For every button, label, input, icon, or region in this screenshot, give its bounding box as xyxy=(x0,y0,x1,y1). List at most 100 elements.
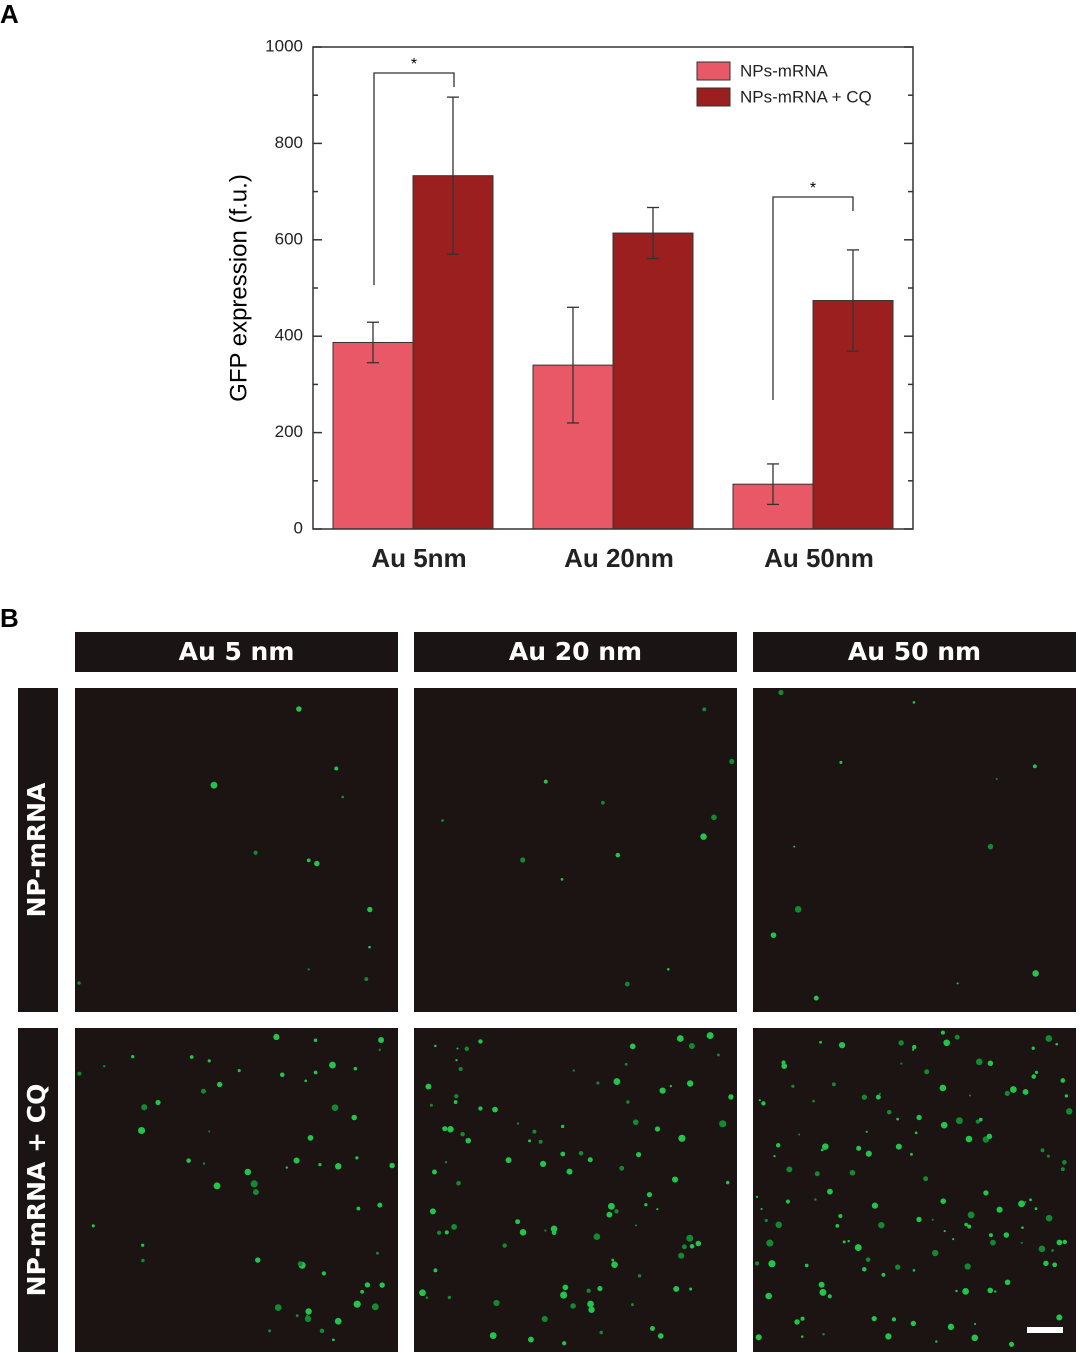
cell-spot xyxy=(305,1308,312,1315)
cell-spot xyxy=(659,1087,666,1094)
cell-spot xyxy=(1038,1245,1046,1253)
cell-spot xyxy=(210,781,218,789)
cell-spot xyxy=(987,1287,994,1294)
y-tick-label: 1000 xyxy=(265,36,303,55)
cell-spot xyxy=(669,1084,673,1088)
cell-spot xyxy=(1029,1198,1032,1202)
cell-spot xyxy=(775,1143,781,1148)
cell-spot xyxy=(671,1176,679,1183)
cell-spot xyxy=(560,878,564,881)
cell-spot xyxy=(447,1126,454,1133)
cell-spot xyxy=(878,1221,885,1229)
cell-spot xyxy=(943,1229,946,1233)
cell-spot xyxy=(1021,1226,1024,1229)
cell-spot xyxy=(216,1081,223,1088)
cell-spot xyxy=(593,1233,601,1241)
cell-spot xyxy=(562,1284,569,1291)
cell-spot xyxy=(964,1263,971,1270)
microscopy-image xyxy=(414,688,737,1012)
cell-spot xyxy=(940,1030,945,1035)
cell-spot xyxy=(456,1180,461,1186)
cell-spot xyxy=(1062,1160,1067,1165)
column-header: Au 50 nm xyxy=(848,637,981,666)
cell-spot xyxy=(492,1106,498,1113)
cell-spot xyxy=(560,1124,565,1129)
cell-spot xyxy=(978,1117,983,1122)
cell-spot xyxy=(786,1166,793,1173)
cell-spot xyxy=(865,1257,871,1262)
cell-spot xyxy=(636,1152,642,1158)
cell-spot xyxy=(967,1224,972,1229)
cell-spot xyxy=(729,758,735,765)
cell-spot xyxy=(332,1338,335,1342)
cell-spot xyxy=(964,1222,968,1227)
cell-spot xyxy=(770,932,777,938)
cell-spot xyxy=(544,1229,547,1232)
cell-spot xyxy=(444,1230,449,1235)
cell-spot xyxy=(940,1198,947,1204)
cell-spot xyxy=(527,1336,534,1343)
cell-spot xyxy=(818,1281,825,1288)
cell-spot xyxy=(916,1216,922,1223)
cell-spot xyxy=(597,1285,603,1292)
cell-spot xyxy=(954,1034,960,1040)
cell-spot xyxy=(768,1260,776,1268)
cell-spot xyxy=(1034,1207,1038,1211)
cell-spot xyxy=(274,1304,282,1312)
cell-spot xyxy=(940,1121,948,1129)
cell-spot xyxy=(793,845,796,848)
cell-spot xyxy=(586,1288,591,1293)
cell-spot xyxy=(794,906,802,913)
cell-spot xyxy=(986,1133,993,1140)
cell-spot xyxy=(1024,1200,1027,1203)
cell-spot xyxy=(634,1224,637,1227)
cell-spot xyxy=(1062,1239,1068,1245)
cell-spot xyxy=(1032,970,1039,977)
cell-spot xyxy=(794,1319,800,1325)
cell-spot xyxy=(932,1249,939,1257)
cell-spot xyxy=(861,1094,868,1100)
cell-spot xyxy=(429,1208,436,1215)
row-header: NP-mRNA + CQ xyxy=(22,1084,51,1297)
cell-spot xyxy=(688,1043,695,1050)
cell-spot xyxy=(719,1120,727,1128)
cell-spot xyxy=(939,1084,947,1092)
column-header-bg xyxy=(753,632,1076,672)
cell-spot xyxy=(854,1244,862,1252)
cell-spot xyxy=(351,1114,358,1121)
cell-spot xyxy=(1056,1314,1063,1321)
cell-spot xyxy=(200,1088,206,1094)
cell-spot xyxy=(601,800,605,805)
cell-spot xyxy=(766,1239,774,1247)
panel-label: A xyxy=(0,0,19,29)
cell-spot xyxy=(444,1160,448,1164)
cell-spot xyxy=(990,1239,996,1246)
cell-spot xyxy=(295,1314,299,1318)
cell-spot xyxy=(364,977,369,982)
cell-spot xyxy=(935,1340,938,1343)
cell-spot xyxy=(566,1168,573,1175)
cell-spot xyxy=(538,1139,543,1144)
cell-spot xyxy=(588,1306,595,1313)
cell-spot xyxy=(355,1156,359,1160)
cell-spot xyxy=(453,1100,458,1104)
cell-spot xyxy=(293,1157,300,1164)
cell-spot xyxy=(914,1131,918,1135)
cell-spot xyxy=(955,1117,963,1125)
cell-spot xyxy=(895,1264,901,1270)
legend-swatch xyxy=(696,61,731,81)
cell-spot xyxy=(820,1148,824,1152)
scale-bar xyxy=(1027,1327,1063,1333)
cell-spot xyxy=(785,1199,790,1204)
cell-spot xyxy=(781,1060,786,1065)
row-header-bg xyxy=(18,1028,58,1352)
cell-spot xyxy=(822,1332,825,1336)
cell-spot xyxy=(952,1238,955,1241)
cell-spot xyxy=(689,1244,695,1249)
cell-spot xyxy=(827,1188,833,1195)
error-bar xyxy=(647,206,659,260)
cell-spot xyxy=(676,1035,684,1042)
cell-spot xyxy=(910,1320,916,1327)
cell-spot xyxy=(377,1202,383,1208)
cell-spot xyxy=(891,1317,897,1322)
